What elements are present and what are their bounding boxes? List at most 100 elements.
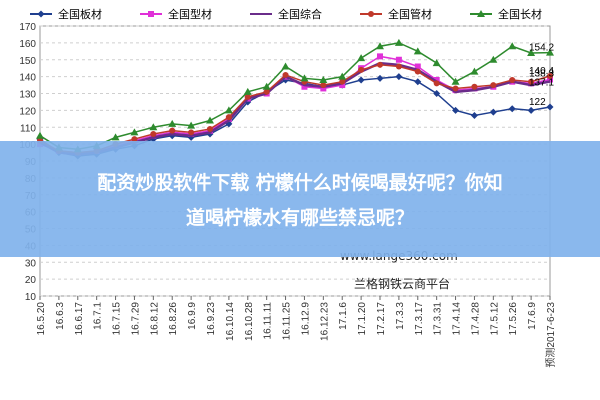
x-tick-label: 16.6.17 [74,302,85,336]
data-point [357,54,366,62]
x-tick-label: 16.7.29 [130,302,141,336]
ad-banner[interactable] [0,141,600,257]
y-tick-label: 150 [19,56,36,67]
data-point [358,66,365,73]
data-point [489,108,497,116]
data-point [376,42,384,50]
data-point [546,103,554,111]
data-point [282,71,289,78]
y-tick-label: 120 [19,106,36,117]
data-point [452,106,460,114]
data-point [207,125,213,132]
y-tick-label: 10 [25,292,37,303]
data-point [111,133,120,141]
data-point [301,83,308,90]
data-point [527,106,535,114]
x-tick-label: 17.4.14 [452,302,463,336]
legend-label: 全国型材 [168,7,212,21]
data-point [528,78,535,85]
x-tick-label: 17.2.17 [376,302,387,336]
x-tick-label: 17.3.31 [433,302,444,336]
x-tick-label: 16.8.12 [149,302,160,336]
x-tick-label: 17.3.3 [395,302,406,330]
x-tick-label: 16.6.3 [55,302,66,330]
x-tick-label: 16.11.11 [263,302,274,340]
legend-label: 全国综合 [278,7,322,21]
data-point [150,131,157,137]
data-point [281,62,290,70]
data-point [357,76,365,84]
x-tick-label: 16.9.9 [187,302,198,330]
data-point [414,63,421,70]
x-tick-label: 16.7.1 [93,302,104,330]
data-point [509,77,516,83]
x-tick-label: 17.4.28 [470,302,481,336]
x-tick-label: 预测2017-6-23 [544,302,557,368]
end-value-label: 140.4 [529,66,554,77]
data-point [433,80,440,87]
series-line [39,42,551,150]
end-value-label: 137.1 [529,78,554,89]
y-tick-label: 170 [19,22,36,33]
data-point [490,82,497,89]
data-point [320,85,327,92]
x-tick-label: 16.7.15 [112,302,123,336]
data-point [37,10,45,18]
data-point [225,114,232,121]
data-point [546,48,554,56]
end-value-label: 122 [529,97,546,108]
data-point [187,121,196,129]
data-point [547,76,553,83]
data-point [300,74,309,82]
y-tick-label: 160 [19,39,36,50]
watermark-brand: 兰格钢铁云商平台 [354,277,451,291]
y-tick-label: 110 [20,123,36,134]
data-point [263,88,270,95]
data-point [169,127,176,134]
data-point [244,93,251,100]
data-point [36,131,44,139]
data-point [368,11,374,17]
x-tick-label: 17.6.9 [527,302,538,330]
legend-label: 全国管材 [388,7,432,21]
x-tick-label: 16.10.28 [244,302,255,341]
data-point [319,76,328,83]
data-point [131,136,138,143]
data-point [477,10,485,17]
data-point [433,90,441,97]
data-point [339,78,346,85]
data-point [547,72,553,79]
data-point [489,55,498,63]
end-value-label: 138.3 [529,68,554,79]
data-point [320,82,327,89]
data-point [432,59,441,67]
data-point [243,87,252,95]
x-tick-label: 16.5.20 [36,302,47,336]
x-tick-label: 16.10.14 [225,302,236,341]
data-point [206,116,214,124]
y-tick-label: 130 [19,90,36,101]
data-point [377,61,383,68]
data-point [339,82,346,89]
data-point [148,11,154,17]
data-point [395,56,402,63]
legend-label: 全国长材 [498,7,542,21]
x-tick-label: 17.3.17 [414,302,425,336]
data-point [433,77,440,83]
banner-text-line2[interactable]: 道喝柠檬水有哪些禁忌呢？ [185,207,414,229]
banner-text-line1[interactable]: 配资炒股软件下载 柠檬什么时候喝最好呢？你知 [97,172,503,194]
data-point [224,106,233,114]
end-value-label: 154.2 [529,43,554,54]
data-point [527,49,536,56]
data-point [377,53,383,60]
data-point [414,68,421,75]
data-point [470,67,479,75]
data-point [376,74,384,82]
data-point [414,78,422,86]
data-point [262,82,271,90]
data-point [508,42,517,50]
data-point [451,77,460,85]
x-tick-label: 16.11.25 [282,302,293,341]
y-tick-label: 20 [25,275,37,286]
